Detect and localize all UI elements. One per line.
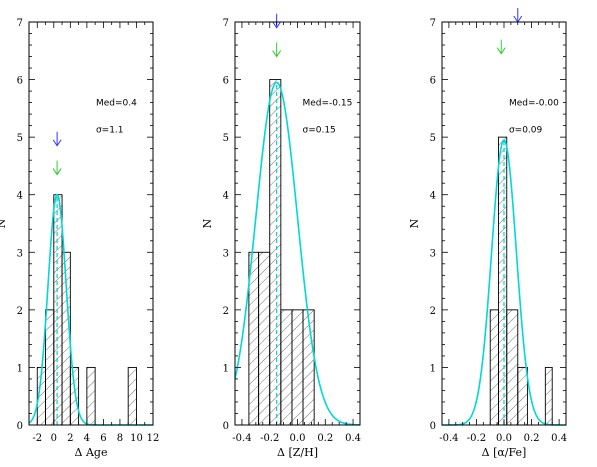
x-tick-label: 4 [84, 433, 90, 444]
x-tick-label: -0.2 [467, 433, 486, 444]
y-tick-label: 0 [430, 421, 436, 432]
y-tick-label: 3 [430, 248, 436, 259]
y-tick-label: 2 [430, 306, 436, 317]
y-tick-label: 4 [17, 191, 23, 202]
y-tick-label: 2 [223, 306, 229, 317]
y-tick-label: 4 [223, 191, 229, 202]
x-tick-label: -2 [32, 433, 42, 444]
sigma-annotation: σ=0.15 [303, 126, 336, 136]
y-tick-label: 0 [223, 421, 229, 432]
histogram-bar [45, 309, 55, 426]
y-tick-label: 7 [17, 18, 23, 29]
panel-3: 0 1 2 3 4 5 6 7 -0.4 -0.2 0.0 0.2 0.4 Δ [α/Fe] N Med=-0… [408, 8, 567, 459]
y-tick-label: 5 [223, 133, 229, 144]
y-tick-label: 0 [17, 421, 23, 432]
histogram-bar [53, 194, 63, 426]
y-tick-label: 3 [17, 248, 23, 259]
y-axis-label: N [201, 218, 214, 228]
plot-frame [28, 21, 154, 426]
blue-arrow-icon [272, 13, 282, 29]
histogram-bar [280, 309, 293, 426]
histogram-bar [302, 309, 315, 426]
y-tick-label: 6 [17, 76, 23, 87]
x-axis-label: Δ Age [75, 446, 108, 459]
y-tick-label: 4 [430, 191, 436, 202]
y-tick-label: 1 [17, 363, 23, 374]
sigma-annotation: σ=1.1 [96, 126, 124, 136]
y-tick-label: 7 [223, 18, 229, 29]
x-tick-label: 0.4 [551, 433, 567, 444]
y-tick-label: 6 [430, 76, 436, 87]
histogram-bar [544, 366, 553, 426]
x-tick-label: 0.2 [524, 433, 540, 444]
x-axis-label: Δ [Z/H] [277, 446, 318, 459]
green-arrow-icon [272, 42, 282, 58]
sigma-annotation: σ=0.09 [509, 126, 543, 136]
y-tick-label: 1 [223, 363, 229, 374]
y-tick-label: 5 [430, 133, 436, 144]
green-arrow-icon [52, 160, 62, 176]
median-annotation: Med=-0.00 [509, 98, 559, 108]
histogram-bar [86, 366, 96, 426]
histogram-bar [489, 309, 499, 426]
histogram-bar [498, 136, 508, 426]
histogram-bar [258, 251, 271, 426]
histogram-bar [506, 309, 519, 426]
y-tick-label: 7 [430, 18, 436, 29]
x-tick-label: -0.4 [439, 433, 458, 444]
y-tick-label: 5 [17, 133, 23, 144]
y-tick-label: 3 [223, 248, 229, 259]
panel-2: 0 1 2 3 4 5 6 7 -0.4 -0.2 0.0 0.2 0.4 Δ [Z/H] N Med=-0.… [201, 13, 361, 459]
histogram-bar [269, 79, 282, 426]
x-tick-label: 2 [67, 433, 73, 444]
histogram-bar [517, 366, 528, 426]
median-annotation: Med=0.4 [96, 98, 137, 108]
x-axis-label: Δ [α/Fe] [482, 446, 527, 459]
histogram-bar [127, 366, 137, 426]
histogram-bar [69, 366, 80, 426]
x-tick-label: 0.4 [345, 433, 361, 444]
gaussian-fit-curve [234, 81, 361, 426]
x-tick-label: 0.2 [317, 433, 333, 444]
histogram-bar [291, 309, 304, 426]
blue-arrow-icon [52, 131, 62, 147]
x-tick-label: 12 [147, 433, 160, 444]
x-tick-label: 0.0 [290, 433, 306, 444]
y-tick-label: 2 [17, 306, 23, 317]
x-tick-label: 0.0 [496, 433, 512, 444]
y-axis-label: N [408, 218, 421, 228]
blue-arrow-icon [513, 8, 523, 23]
green-arrow-icon [496, 39, 506, 55]
x-tick-label: 10 [130, 433, 143, 444]
x-tick-label: 6 [100, 433, 106, 444]
x-tick-label: -0.4 [232, 433, 251, 444]
y-axis-label: N [0, 218, 8, 228]
x-tick-label: 0 [51, 433, 57, 444]
x-tick-label: 8 [117, 433, 123, 444]
x-tick-label: -0.2 [260, 433, 279, 444]
median-annotation: Med=-0.15 [303, 98, 353, 108]
y-tick-label: 1 [430, 363, 436, 374]
y-tick-label: 6 [223, 76, 229, 87]
